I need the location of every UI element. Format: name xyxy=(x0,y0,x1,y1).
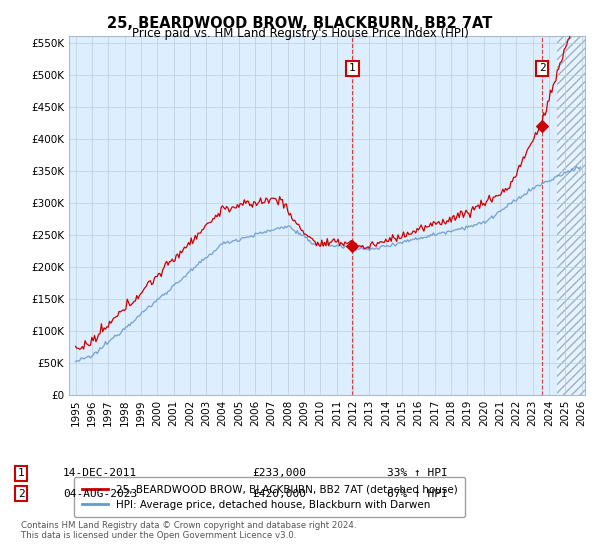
Text: 2: 2 xyxy=(17,489,25,499)
Text: 67% ↑ HPI: 67% ↑ HPI xyxy=(387,489,448,499)
Text: 33% ↑ HPI: 33% ↑ HPI xyxy=(387,468,448,478)
Text: £420,000: £420,000 xyxy=(252,489,306,499)
Bar xyxy=(557,36,590,395)
Text: 1: 1 xyxy=(17,468,25,478)
Text: Contains HM Land Registry data © Crown copyright and database right 2024.: Contains HM Land Registry data © Crown c… xyxy=(21,521,356,530)
Text: 25, BEARDWOOD BROW, BLACKBURN, BB2 7AT: 25, BEARDWOOD BROW, BLACKBURN, BB2 7AT xyxy=(107,16,493,31)
Text: Price paid vs. HM Land Registry's House Price Index (HPI): Price paid vs. HM Land Registry's House … xyxy=(131,27,469,40)
Legend: 25, BEARDWOOD BROW, BLACKBURN, BB2 7AT (detached house), HPI: Average price, det: 25, BEARDWOOD BROW, BLACKBURN, BB2 7AT (… xyxy=(74,477,465,517)
Text: 2: 2 xyxy=(539,63,545,73)
Text: 14-DEC-2011: 14-DEC-2011 xyxy=(63,468,137,478)
Point xyxy=(347,241,357,250)
Text: This data is licensed under the Open Government Licence v3.0.: This data is licensed under the Open Gov… xyxy=(21,531,296,540)
Text: 04-AUG-2023: 04-AUG-2023 xyxy=(63,489,137,499)
Text: £233,000: £233,000 xyxy=(252,468,306,478)
Bar xyxy=(557,36,590,395)
Point xyxy=(538,122,547,130)
Text: 1: 1 xyxy=(349,63,356,73)
